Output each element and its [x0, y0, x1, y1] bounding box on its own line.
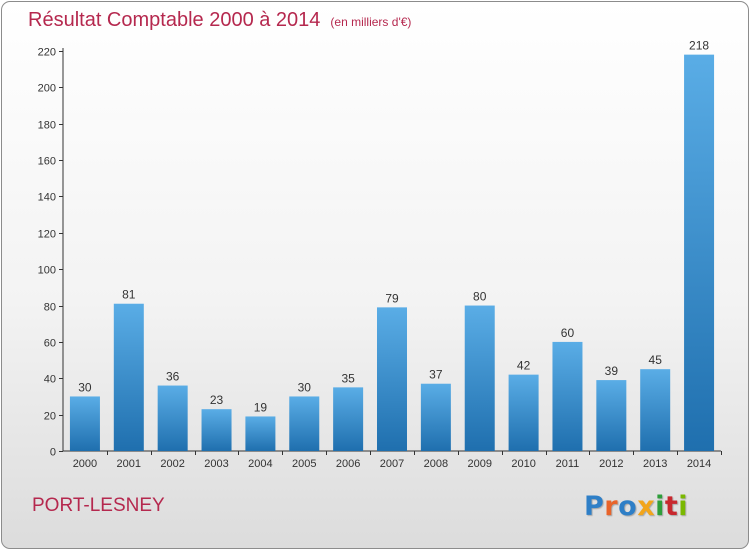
bar [69, 396, 100, 451]
y-tick-label: 60 [44, 338, 56, 350]
y-tick-label: 200 [38, 83, 56, 95]
data-label: 45 [649, 353, 663, 367]
data-label: 39 [605, 364, 619, 378]
bar [684, 54, 715, 452]
x-tick-label: 2003 [204, 458, 228, 470]
x-tick-label: 2013 [643, 458, 667, 470]
y-tick-label: 120 [38, 229, 56, 241]
data-label: 23 [210, 393, 224, 407]
commune-name: PORT-LESNEY [32, 495, 165, 516]
bar [508, 374, 539, 451]
data-label: 35 [341, 371, 355, 385]
bar [245, 416, 276, 451]
y-tick-label: 100 [38, 265, 56, 277]
x-tick-label: 2007 [380, 458, 404, 470]
x-tick-label: 2006 [336, 458, 360, 470]
x-tick-label: 2002 [160, 458, 184, 470]
y-tick-label: 0 [50, 447, 56, 459]
bar [201, 409, 232, 451]
chart-title-text: Résultat Comptable 2000 à 2014 [28, 9, 321, 31]
bar [113, 303, 144, 451]
logo-letter: i [678, 491, 689, 522]
bar [552, 341, 583, 451]
data-label: 218 [689, 39, 709, 53]
x-tick-label: 2010 [511, 458, 535, 470]
data-label: 42 [517, 359, 531, 373]
x-tick-label: 2014 [687, 458, 711, 470]
logo-letter: t [664, 491, 679, 522]
logo-letter: x [637, 491, 656, 522]
x-tick-label: 2000 [73, 458, 97, 470]
chart-title: Résultat Comptable 2000 à 2014 (en millie… [28, 9, 411, 32]
y-tick-label: 140 [38, 192, 56, 204]
y-tick-label: 160 [38, 156, 56, 168]
data-label: 81 [122, 288, 136, 302]
y-tick-label: 20 [44, 411, 56, 423]
bar [640, 369, 671, 451]
bar [333, 387, 364, 451]
bar [596, 380, 627, 451]
data-label: 80 [473, 290, 487, 304]
data-label: 30 [78, 380, 92, 394]
logo-letter: P [584, 491, 605, 522]
bar [420, 383, 451, 451]
x-tick-label: 2009 [467, 458, 491, 470]
y-tick-label: 80 [44, 302, 56, 314]
data-label: 36 [166, 370, 180, 384]
bar [157, 385, 188, 451]
proxiti-logo[interactable]: Proxiti [584, 491, 688, 522]
logo-letter: o [618, 491, 638, 522]
x-tick-label: 2001 [117, 458, 141, 470]
data-label: 19 [254, 400, 268, 414]
bar [464, 305, 495, 451]
x-tick-label: 2008 [424, 458, 448, 470]
y-tick-label: 180 [38, 120, 56, 132]
data-label: 60 [561, 326, 575, 340]
logo-letter: i [655, 491, 665, 522]
data-label: 37 [429, 368, 443, 382]
y-tick-label: 40 [44, 374, 56, 386]
logo-letter: r [604, 491, 619, 522]
x-tick-label: 2004 [248, 458, 272, 470]
data-label: 79 [385, 291, 399, 305]
data-label: 30 [298, 380, 312, 394]
bar [289, 396, 320, 451]
x-tick-label: 2005 [292, 458, 316, 470]
bars: 30 81 36 23 19 30 35 79 37 80 42 60 39 45 218 [69, 39, 715, 452]
x-tick-label: 2011 [556, 458, 580, 470]
x-tick-label: 2012 [599, 458, 623, 470]
chart-unit: (en milliers d'€) [330, 15, 412, 29]
bar [377, 307, 407, 451]
y-tick-label: 220 [38, 47, 56, 59]
